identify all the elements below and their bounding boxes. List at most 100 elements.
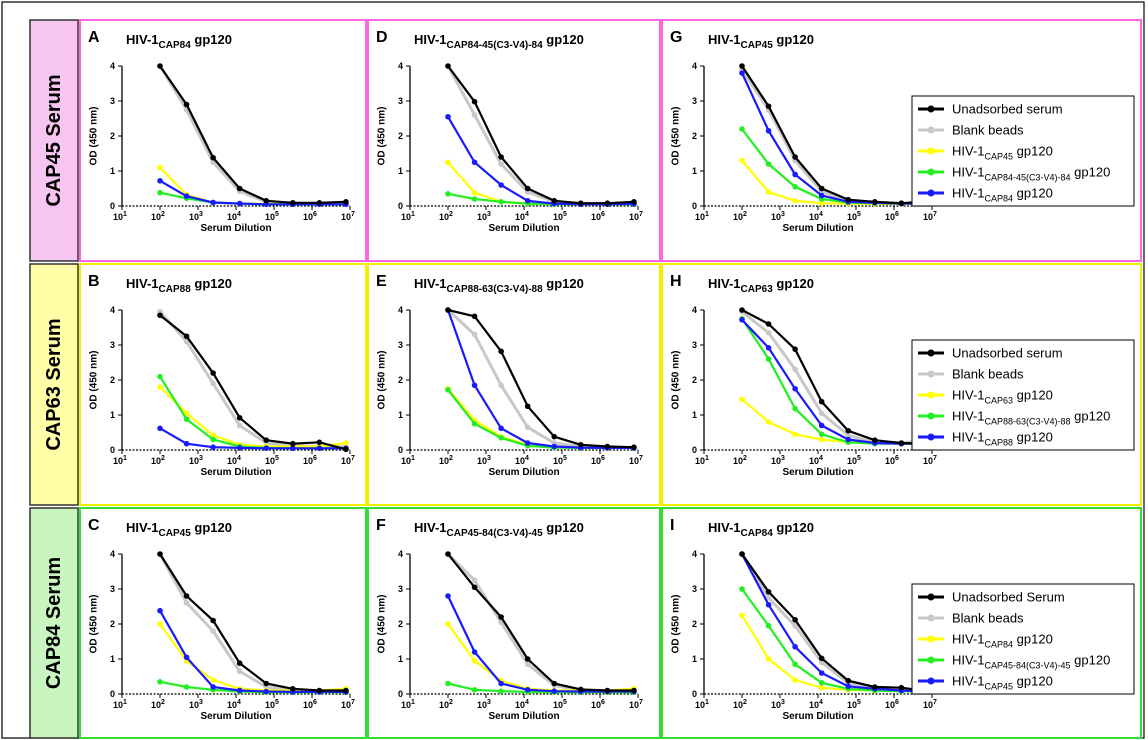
data-point-green	[765, 622, 772, 629]
x-tick-label: 101	[401, 699, 415, 710]
x-tick-label: 106	[591, 211, 605, 222]
data-point-black	[765, 103, 772, 110]
data-point-black	[263, 437, 270, 444]
series-line-blue	[159, 427, 346, 450]
y-axis-label: OD (450 nm)	[89, 107, 100, 166]
x-tick-label: 101	[695, 455, 709, 466]
x-tick-label: 103	[477, 455, 491, 466]
data-point-black	[471, 313, 478, 320]
series-line-black	[741, 65, 928, 205]
data-point-black	[236, 660, 243, 666]
data-point-gray	[183, 338, 190, 345]
panel-E: E HIV-1CAP88-63(C3-V4)-88 gp120 0 1 2 3 4 101 10…	[367, 263, 661, 506]
x-tick-label: 105	[847, 699, 861, 710]
x-tick-label: 102	[439, 699, 453, 710]
x-tick-label: 102	[151, 211, 165, 222]
data-point-blue	[818, 192, 825, 199]
data-point-blue	[471, 382, 478, 389]
legend-marker	[927, 391, 935, 399]
data-point-black	[792, 154, 798, 160]
x-tick-label: 106	[885, 455, 899, 466]
data-point-black	[445, 307, 451, 313]
x-tick-label: 106	[303, 211, 317, 222]
panel-frame	[79, 507, 367, 739]
panel-letter: G	[670, 29, 682, 46]
data-point-green	[445, 387, 451, 393]
y-tick-label: 4	[110, 61, 115, 71]
data-point-blue	[263, 688, 270, 695]
data-point-black	[845, 196, 852, 203]
data-point-black	[872, 437, 878, 444]
x-tick-label: 102	[151, 455, 165, 466]
series-line-black	[741, 553, 929, 693]
legend-entry: Blank beads	[952, 367, 1024, 382]
x-tick-label: 103	[477, 211, 491, 222]
panel-letter: D	[376, 29, 388, 46]
y-tick-label: 1	[692, 410, 697, 420]
series-line-black	[159, 314, 347, 451]
data-point-yellow	[818, 200, 825, 206]
data-point-blue	[498, 425, 504, 432]
legend-marker	[927, 349, 935, 357]
data-point-yellow	[818, 436, 825, 443]
data-point-yellow	[343, 440, 349, 446]
data-point-blue	[236, 687, 243, 694]
data-point-blue	[471, 159, 478, 166]
x-axis-label: Serum Dilution	[782, 467, 853, 478]
data-point-black	[183, 333, 190, 340]
x-tick-label: 101	[401, 455, 415, 466]
x-tick-label: 104	[227, 699, 241, 710]
panel-letter: C	[88, 517, 100, 534]
data-point-black	[845, 677, 852, 684]
data-point-blue	[157, 607, 163, 614]
data-point-blue	[792, 643, 798, 650]
x-tick-label: 105	[265, 211, 279, 222]
x-tick-label: 104	[515, 211, 529, 222]
data-point-green	[765, 161, 772, 167]
panel-title: HIV-1CAP84 gp120	[708, 520, 814, 539]
x-tick-label: 104	[515, 455, 529, 466]
x-tick-label: 107	[629, 455, 643, 466]
panel-letter: I	[670, 517, 674, 534]
panel-title: HIV-1CAP84 gp120	[126, 32, 232, 51]
panel-title: HIV-1CAP63 gp120	[708, 276, 814, 295]
x-tick-label: 104	[227, 455, 241, 466]
legend-entry: HIV-1CAP84 gp120	[952, 186, 1053, 204]
data-point-yellow	[471, 189, 478, 196]
data-point-black	[236, 415, 243, 421]
data-point-blue	[765, 345, 772, 351]
data-point-blue	[845, 683, 852, 690]
y-tick-label: 3	[110, 340, 115, 350]
data-point-black	[498, 154, 504, 160]
panel-letter: E	[376, 273, 387, 290]
y-tick-label: 1	[110, 166, 115, 176]
data-point-black	[739, 63, 745, 69]
data-point-blue	[818, 670, 825, 676]
legend-entry: Unadsorbed Serum	[952, 590, 1065, 605]
x-tick-label: 102	[733, 699, 747, 710]
data-point-gray	[210, 380, 216, 387]
y-tick-label: 4	[692, 305, 697, 315]
data-point-gray	[845, 432, 852, 439]
data-point-blue	[524, 440, 531, 446]
data-point-yellow	[792, 197, 798, 204]
x-tick-label: 107	[923, 455, 937, 466]
data-point-black	[872, 684, 878, 690]
x-tick-label: 101	[113, 211, 127, 222]
y-tick-label: 4	[398, 305, 403, 315]
y-tick-label: 3	[398, 584, 403, 594]
legend-entry: HIV-1CAP84 gp120	[952, 632, 1053, 650]
y-tick-label: 0	[692, 445, 697, 455]
x-tick-label: 101	[695, 211, 709, 222]
data-point-black	[290, 440, 296, 447]
panel-letter: H	[670, 273, 682, 290]
data-point-gray	[236, 668, 243, 675]
y-tick-label: 2	[110, 131, 115, 141]
data-point-green	[498, 434, 504, 441]
data-point-blue	[845, 436, 852, 443]
legend-marker	[927, 614, 935, 622]
y-tick-label: 0	[398, 689, 403, 699]
data-point-black	[290, 685, 296, 692]
x-tick-label: 104	[227, 211, 241, 222]
legend-marker	[927, 370, 935, 378]
